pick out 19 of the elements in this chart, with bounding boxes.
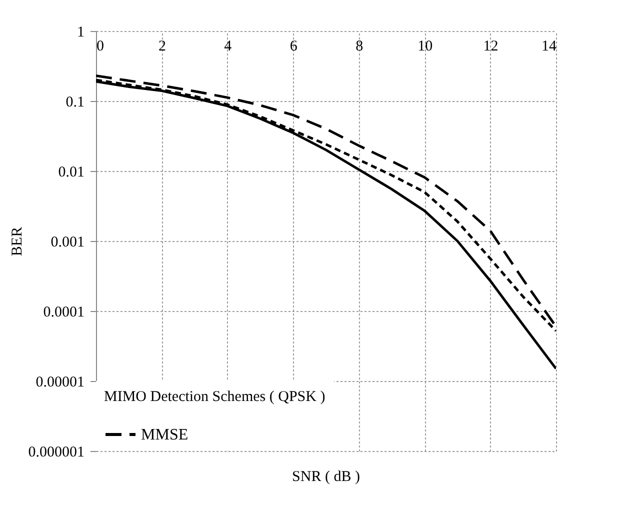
x-tick-label: 8 bbox=[356, 38, 364, 54]
x-tick-label: 14 bbox=[542, 38, 557, 54]
y-tick-label: 0.01 bbox=[58, 164, 84, 180]
y-tick-label: 0.000001 bbox=[28, 444, 84, 460]
x-tick-label: 10 bbox=[418, 38, 433, 54]
x-tick-label: 6 bbox=[290, 38, 298, 54]
y-tick-label: 0.0001 bbox=[43, 304, 84, 320]
y-tick-label: 1 bbox=[77, 24, 84, 40]
y-tick-label: 0.00001 bbox=[36, 374, 84, 390]
x-tick-label: 4 bbox=[224, 38, 232, 54]
y-axis-title: BER bbox=[9, 226, 26, 256]
y-tick-label: 0.1 bbox=[66, 94, 84, 110]
x-axis-title: SNR ( dB ) bbox=[292, 469, 360, 485]
y-tick-label: 0.001 bbox=[50, 234, 84, 250]
x-tick-label: 12 bbox=[483, 38, 498, 54]
x-tick-label: 2 bbox=[158, 38, 166, 54]
x-tick-label: 0 bbox=[96, 38, 104, 54]
legend-title: MIMO Detection Schemes ( QPSK ) bbox=[104, 389, 326, 405]
legend-label: MMSE bbox=[141, 426, 188, 444]
